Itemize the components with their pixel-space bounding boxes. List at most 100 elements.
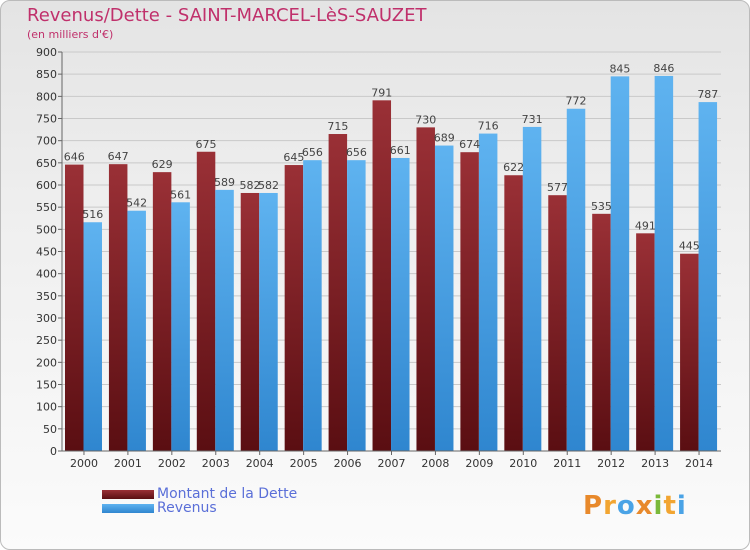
- x-tick-label: 2012: [597, 457, 625, 470]
- data-label-dette: 645: [283, 151, 304, 164]
- data-label-dette: 622: [503, 161, 524, 174]
- x-tick-label: 2008: [421, 457, 449, 470]
- logo-letter: o: [616, 491, 636, 521]
- bar-revenus: [215, 189, 234, 452]
- bar-dette: [504, 175, 523, 451]
- y-tick-label: 500: [36, 223, 57, 236]
- bar-revenus: [522, 126, 542, 451]
- y-tick-label: 300: [36, 312, 57, 325]
- data-label-dette: 675: [196, 138, 217, 151]
- data-label-revenus: 689: [434, 132, 455, 145]
- legend-swatch-revenus: [102, 504, 154, 513]
- bar-dette: [680, 253, 699, 451]
- x-axis-ticks: 2000 2001 2002 2003 2004 2005 2006 2007 2008 2009…: [70, 451, 713, 470]
- y-tick-label: 750: [36, 113, 57, 126]
- y-tick-label: 550: [36, 201, 57, 214]
- y-tick-label: 600: [36, 179, 57, 192]
- bar-dette: [240, 192, 260, 452]
- chart-title: Revenus/Dette - SAINT-MARCEL-LèS-SAUZET: [27, 5, 427, 26]
- x-tick-label: 2002: [158, 457, 186, 470]
- x-tick-label: 2009: [465, 457, 493, 470]
- x-tick-label: 2014: [685, 457, 713, 470]
- data-label-revenus: 845: [609, 62, 630, 75]
- bar-revenus: [303, 160, 322, 451]
- bar-revenus: [83, 222, 102, 451]
- y-tick-label: 850: [36, 68, 57, 81]
- bar-dette: [108, 164, 128, 451]
- bar-revenus: [698, 102, 718, 451]
- y-tick-label: 250: [36, 334, 57, 347]
- x-tick-label: 2010: [509, 457, 537, 470]
- data-label-revenus: 582: [258, 179, 279, 192]
- x-tick-label: 2007: [378, 457, 406, 470]
- x-tick-label: 2004: [246, 457, 274, 470]
- data-label-dette: 647: [108, 150, 129, 163]
- data-label-revenus: 846: [653, 62, 674, 75]
- bar-dette: [372, 100, 392, 451]
- x-tick-label: 2006: [334, 457, 362, 470]
- logo-letter: r: [603, 491, 617, 521]
- y-tick-label: 0: [50, 445, 57, 458]
- data-label-revenus: 772: [566, 95, 587, 108]
- bar-dette: [328, 134, 348, 451]
- logo-letter: i: [676, 491, 687, 521]
- data-label-revenus: 661: [390, 144, 411, 157]
- y-tick-label: 100: [36, 401, 57, 414]
- data-label-revenus: 716: [478, 120, 499, 133]
- bar-dette: [592, 213, 611, 451]
- y-tick-label: 150: [36, 379, 57, 392]
- data-label-dette: 715: [327, 120, 348, 133]
- logo-letter: t: [663, 491, 677, 521]
- proxiti-logo: Proxiti: [583, 491, 687, 521]
- x-tick-label: 2001: [114, 457, 142, 470]
- bar-dette: [284, 165, 304, 452]
- y-tick-label: 50: [43, 423, 57, 436]
- data-label-dette: 582: [239, 179, 260, 192]
- logo-letter: P: [583, 491, 604, 521]
- bar-revenus: [610, 76, 630, 451]
- bar-revenus: [654, 75, 674, 451]
- data-label-revenus: 787: [697, 88, 718, 101]
- data-label-revenus: 542: [126, 197, 147, 210]
- bar-dette: [636, 233, 655, 451]
- y-tick-label: 200: [36, 356, 57, 369]
- bar-revenus: [566, 108, 586, 451]
- y-tick-label: 650: [36, 157, 57, 170]
- bar-dette: [65, 164, 84, 451]
- x-tick-label: 2011: [553, 457, 581, 470]
- bars: [65, 75, 718, 452]
- x-tick-label: 2013: [641, 457, 669, 470]
- legend-label-dette: Montant de la Dette: [157, 486, 298, 502]
- bar-revenus: [347, 160, 366, 451]
- data-label-revenus: 589: [214, 176, 235, 189]
- y-tick-label: 900: [36, 46, 57, 59]
- bar-revenus: [171, 202, 190, 451]
- data-label-dette: 674: [459, 138, 480, 151]
- data-label-dette: 730: [415, 113, 436, 126]
- bar-revenus: [259, 192, 278, 452]
- x-tick-label: 2005: [290, 457, 318, 470]
- legend-swatch-dette: [102, 490, 154, 499]
- data-label-revenus: 656: [346, 146, 367, 159]
- bar-revenus: [391, 157, 410, 451]
- data-label-revenus: 561: [170, 188, 191, 201]
- bar-revenus: [434, 145, 454, 451]
- data-label-dette: 646: [64, 151, 85, 164]
- legend-label-revenus: Revenus: [157, 500, 217, 516]
- y-tick-label: 350: [36, 290, 57, 303]
- data-label-dette: 629: [152, 158, 173, 171]
- y-tick-label: 800: [36, 90, 57, 103]
- bar-dette: [548, 195, 567, 451]
- y-axis-ticks: 0 50 100 150 200 250 300 350 400 450 500 550 600 650 7…: [36, 46, 62, 458]
- data-label-dette: 577: [547, 181, 568, 194]
- y-tick-label: 400: [36, 268, 57, 281]
- logo-letter: x: [635, 491, 654, 521]
- bar-dette: [416, 127, 435, 451]
- data-label-revenus: 731: [522, 113, 543, 126]
- bar-dette: [460, 152, 479, 451]
- bar-dette: [152, 172, 172, 452]
- bar-revenus: [478, 133, 498, 451]
- data-label-revenus: 516: [82, 208, 103, 221]
